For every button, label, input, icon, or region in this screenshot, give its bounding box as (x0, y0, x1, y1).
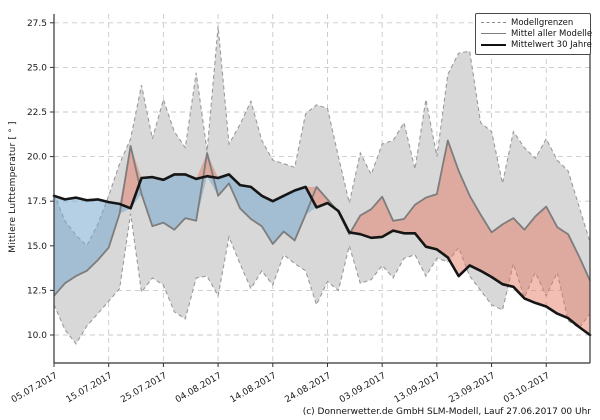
x-tick-label: 23.09.2017 (447, 371, 497, 405)
x-tick-label: 04.08.2017 (174, 371, 224, 405)
model-mean-line (53, 139, 591, 297)
x-tick-label: 13.09.2017 (393, 371, 443, 405)
y-tick-label: 10.0 (27, 331, 47, 341)
x-tick-label: 14.08.2017 (229, 371, 279, 405)
x-tick-label: 03.09.2017 (338, 371, 388, 405)
y-tick-label: 25.0 (27, 63, 47, 73)
x-tick-label: 15.07.2017 (65, 371, 115, 405)
above-normal-fill (54, 140, 590, 335)
legend-label: Mittelwert 30 Jahre (511, 39, 592, 50)
black-line-swatch-icon (481, 43, 506, 46)
y-tick-label: 15.0 (27, 242, 47, 252)
model-range-lower-bound (53, 213, 591, 345)
gray-line-swatch-icon (481, 33, 506, 34)
y-tick-label: 27.5 (27, 19, 47, 29)
y-tick-label: 20.0 (27, 153, 47, 163)
legend-label: Mittel aller Modelle (511, 28, 593, 39)
legend-label: Modellgrenzen (511, 17, 574, 28)
y-tick-label: 22.5 (27, 108, 47, 118)
legend-box: Modellgrenzen Mittel aller Modelle Mitte… (475, 13, 592, 55)
climate-mean-line (52, 173, 592, 337)
y-tick-label: 12.5 (27, 286, 47, 296)
copyright-credit: (c) Donnerwetter.de GmbH SLM-Modell, Lau… (302, 407, 591, 417)
model-range-band (54, 26, 590, 344)
legend-item-model-range: Modellgrenzen (481, 17, 585, 28)
below-normal-fill (54, 174, 590, 335)
dashed-line-swatch-icon (481, 22, 506, 23)
y-tick-label: 17.5 (27, 197, 47, 207)
x-tick-label: 25.07.2017 (119, 371, 169, 405)
y-axis-title: Mittlere Lufttemperatur [ ° ] (8, 121, 18, 253)
x-tick-label: 03.10.2017 (502, 371, 552, 405)
x-tick-label: 24.08.2017 (283, 371, 333, 405)
legend-item-climate-mean: Mittelwert 30 Jahre (481, 39, 592, 50)
model-range-upper-bound (53, 26, 591, 247)
x-tick-label: 05.07.2017 (10, 371, 60, 405)
legend-item-model-mean: Mittel aller Modelle (481, 28, 592, 39)
